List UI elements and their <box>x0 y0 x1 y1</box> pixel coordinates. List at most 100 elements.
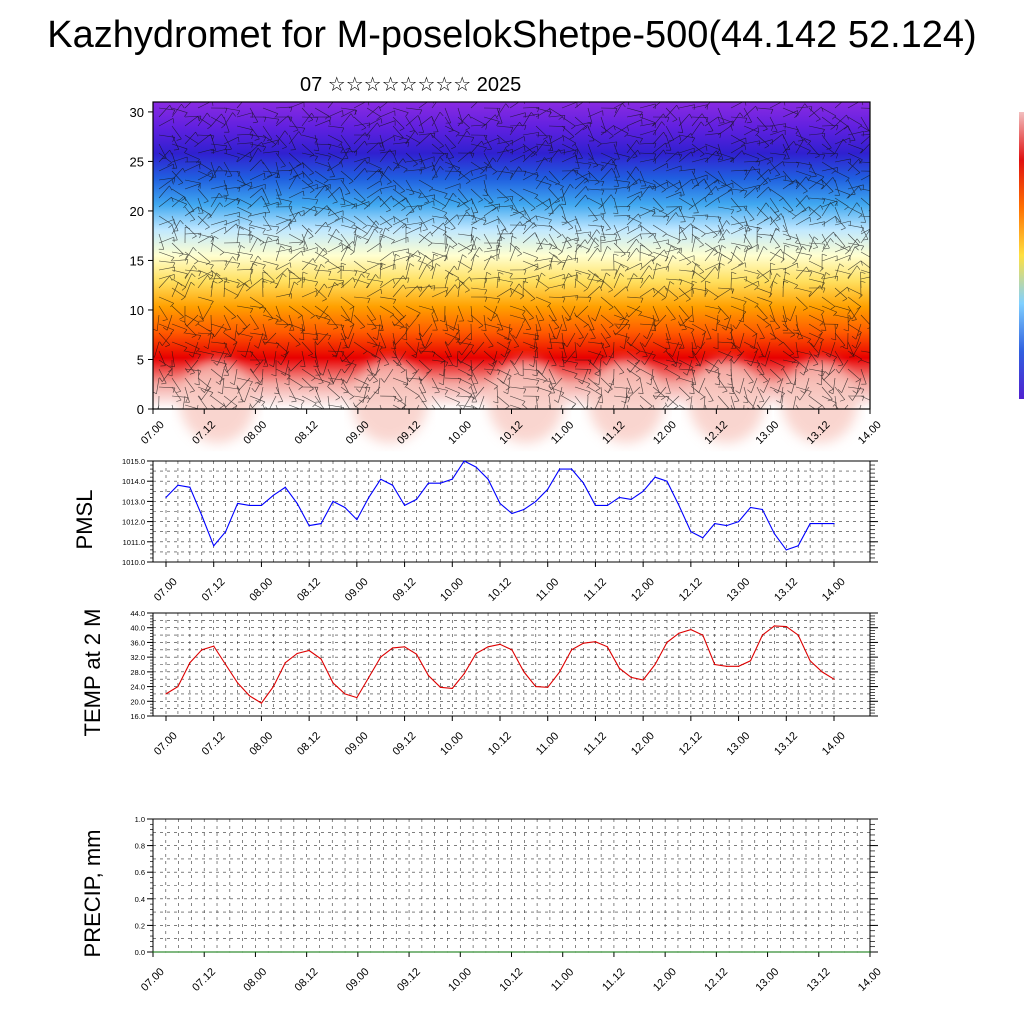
wind-barb-flag <box>225 329 231 331</box>
wind-barb <box>700 332 706 349</box>
wind-barb-flag <box>534 347 539 352</box>
wind-barb-flag <box>661 189 666 193</box>
wind-barb-flag <box>391 240 395 245</box>
wind-barb <box>418 377 426 393</box>
wind-barb <box>535 233 543 249</box>
wind-barb-flag <box>513 211 519 214</box>
wind-barb <box>301 290 317 298</box>
pmsl-point <box>284 486 286 488</box>
wind-barb <box>522 275 539 280</box>
wind-barb-flag <box>322 253 328 257</box>
wind-barb-flag <box>746 121 752 124</box>
wind-barb <box>223 152 240 158</box>
wind-barb <box>821 272 826 289</box>
wind-barb-flag <box>784 244 790 248</box>
wind-barb <box>222 377 225 394</box>
precip-ytick-label: 0.6 <box>135 868 145 877</box>
wind-barb-flag <box>695 236 700 240</box>
wind-barb <box>548 305 557 321</box>
wind-barb <box>353 227 357 244</box>
wind-barb-flag <box>391 195 394 201</box>
wind-barb <box>717 323 734 330</box>
wind-barb-flag <box>812 247 818 249</box>
wind-barb-flag <box>667 216 670 222</box>
wind-barb <box>422 323 433 337</box>
wind-barb <box>613 179 630 183</box>
wind-barb-flag <box>401 207 406 211</box>
wind-barb <box>262 197 271 213</box>
wind-barb <box>691 386 705 398</box>
wind-barb <box>834 215 846 229</box>
wind-barb <box>782 125 799 131</box>
wind-barb <box>509 359 520 374</box>
wind-barb-flag <box>726 229 730 234</box>
wind-barb <box>626 215 642 224</box>
temp-point <box>535 685 537 688</box>
wind-barb-flag <box>237 263 241 269</box>
wind-barb <box>652 314 656 331</box>
wind-barb-flag <box>688 356 694 359</box>
wind-barb <box>639 395 653 407</box>
wind-barb-flag <box>251 387 256 393</box>
wind-barb <box>743 296 759 305</box>
wind-barb <box>574 102 584 109</box>
wind-barb-flag <box>874 354 876 358</box>
wind-barb <box>847 305 857 320</box>
wind-barb <box>652 305 660 321</box>
pmsl-point <box>439 482 441 484</box>
wind-barb-flag <box>605 272 611 277</box>
wind-barb-flag <box>700 279 706 283</box>
wind-barb-flag <box>765 324 770 328</box>
wind-barb <box>275 323 292 326</box>
wind-barb-flag <box>485 124 488 130</box>
wind-barb <box>695 341 706 356</box>
wind-barb <box>600 125 614 136</box>
wind-barb <box>509 287 525 297</box>
wind-barb <box>795 106 812 109</box>
wind-barb <box>821 368 823 385</box>
wind-barb-flag <box>159 377 163 382</box>
wind-barb-flag <box>209 392 214 397</box>
wind-barb <box>782 350 797 361</box>
wind-barb <box>223 260 240 264</box>
wind-barb-flag <box>445 341 449 346</box>
wind-barb <box>405 285 418 298</box>
wind-barb <box>678 104 695 109</box>
wind-barb <box>366 107 381 117</box>
wind-barb <box>392 254 396 271</box>
wind-barb <box>626 107 643 113</box>
wind-barb <box>600 239 617 244</box>
wind-barb-flag <box>445 153 449 159</box>
wind-barb-flag <box>378 195 382 201</box>
wind-barb <box>405 305 421 314</box>
wind-barb <box>808 404 816 409</box>
wind-barb <box>171 341 188 348</box>
wind-barb <box>717 229 727 244</box>
wind-barb <box>678 133 692 145</box>
wind-barb-flag <box>519 197 524 202</box>
wind-barb-flag <box>379 235 385 238</box>
temp-point <box>678 632 680 634</box>
wind-barb-flag <box>626 312 629 318</box>
wind-barb-flag <box>298 211 302 217</box>
wind-barb <box>457 395 474 398</box>
wind-barb-flag <box>685 298 691 302</box>
wind-barb <box>275 134 287 148</box>
wind-barb-flag <box>604 389 609 394</box>
wind-barb <box>704 368 721 374</box>
wind-barb-flag <box>495 114 498 120</box>
wind-barb <box>704 323 712 339</box>
pmsl-xtick-label: 13.12 <box>772 576 800 604</box>
wind-barb-flag <box>620 253 626 257</box>
wind-barb-flag <box>773 416 777 419</box>
wind-barb-flag <box>830 126 835 130</box>
temp-point <box>284 662 286 664</box>
wind-barb <box>860 228 870 235</box>
heatmap-ytick-label: 20 <box>130 204 144 219</box>
wind-barb-flag <box>271 374 277 377</box>
wind-barb <box>288 395 305 402</box>
wind-barb <box>444 233 458 245</box>
temp-point <box>415 653 418 655</box>
wind-barb-flag <box>596 229 601 234</box>
wind-barb <box>756 314 770 326</box>
